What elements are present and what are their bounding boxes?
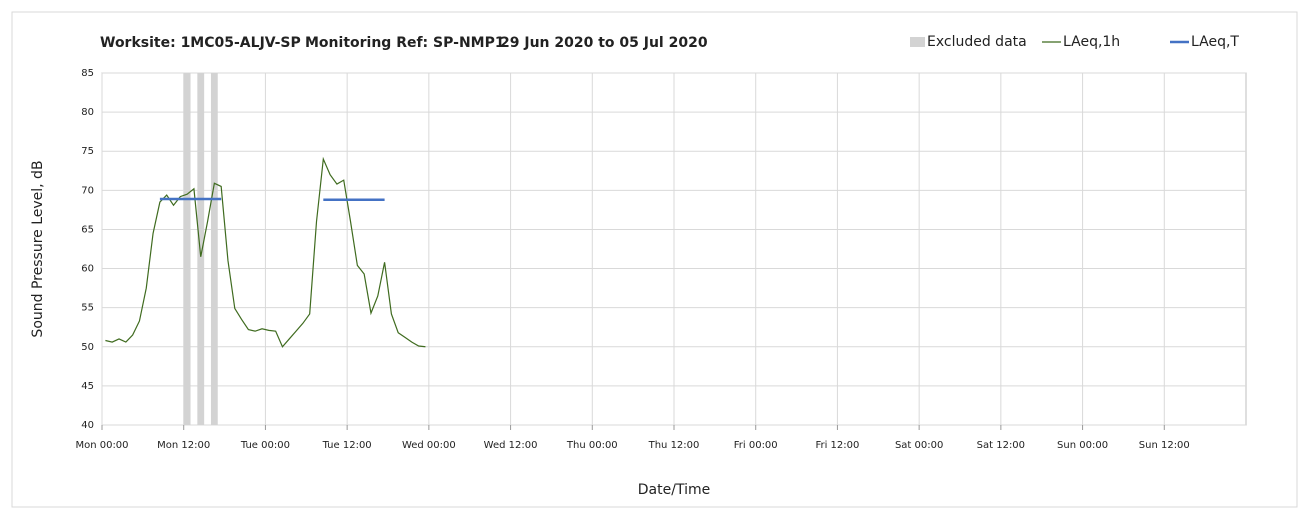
series-line xyxy=(159,197,385,201)
y-tick-label: 85 xyxy=(81,68,94,79)
legend-label: Excluded data xyxy=(927,34,1027,50)
excluded-band xyxy=(183,73,191,425)
y-tick-label: 50 xyxy=(81,342,94,353)
y-tick-label: 40 xyxy=(81,420,94,431)
y-tick-label: 45 xyxy=(81,381,94,392)
y-tick-label: 60 xyxy=(81,264,94,275)
x-tick-label: Tue 00:00 xyxy=(240,440,290,451)
excluded-band xyxy=(197,73,205,425)
legend-label: LAeq,T xyxy=(1191,34,1239,50)
x-tick-label: Sun 12:00 xyxy=(1139,440,1190,451)
series-line xyxy=(105,156,426,348)
chart-title: Worksite: 1MC05-ALJV-SP xyxy=(100,35,301,51)
x-tick-label: Fri 00:00 xyxy=(734,440,778,451)
y-tick-label: 55 xyxy=(81,303,94,314)
chart-title: Monitoring Ref: SP-NMP1 xyxy=(305,35,505,51)
x-tick-label: Mon 00:00 xyxy=(75,440,128,451)
legend-swatch xyxy=(910,37,925,47)
x-tick-label: Thu 12:00 xyxy=(648,440,700,451)
excluded-band xyxy=(210,73,218,425)
x-tick-label: Wed 00:00 xyxy=(402,440,456,451)
y-tick-label: 80 xyxy=(81,107,94,118)
y-tick-label: 65 xyxy=(81,224,94,235)
x-tick-label: Sat 12:00 xyxy=(977,440,1025,451)
y-tick-label: 75 xyxy=(81,146,94,157)
x-tick-label: Wed 12:00 xyxy=(484,440,538,451)
x-axis-label: Date/Time xyxy=(638,482,710,498)
x-tick-label: Sat 00:00 xyxy=(895,440,943,451)
legend-label: LAeq,1h xyxy=(1063,34,1120,50)
x-tick-label: Tue 12:00 xyxy=(322,440,372,451)
chart-title: 29 Jun 2020 to 05 Jul 2020 xyxy=(500,35,708,51)
y-axis-label: Sound Pressure Level, dB xyxy=(30,160,46,337)
x-tick-label: Sun 00:00 xyxy=(1057,440,1108,451)
x-tick-label: Fri 12:00 xyxy=(815,440,859,451)
x-tick-label: Mon 12:00 xyxy=(157,440,210,451)
y-tick-label: 70 xyxy=(81,185,94,196)
x-tick-label: Thu 00:00 xyxy=(566,440,618,451)
